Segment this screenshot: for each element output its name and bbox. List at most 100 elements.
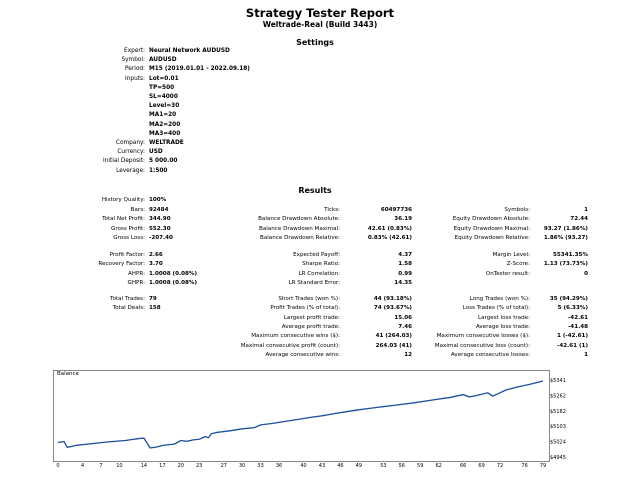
settings-value: USD	[149, 149, 163, 156]
result-value: 4.37	[398, 252, 412, 258]
result-value: 1	[584, 351, 588, 358]
settings-row: MA2=200	[0, 121, 640, 130]
result-label: Recovery Factor:	[98, 261, 145, 268]
settings-key: Expert:	[124, 48, 145, 54]
result-label: Average consecutive wins:	[265, 351, 340, 358]
y-tick-label: $5024	[550, 440, 566, 446]
history-quality-value: 100%	[149, 197, 167, 203]
settings-value: Neural Network AUDUSD	[149, 48, 230, 54]
result-label: Profit Factor:	[109, 252, 145, 258]
settings-heading: Settings	[296, 38, 334, 47]
history-quality-label: History Quality:	[101, 197, 145, 203]
result-label: Ticks:	[324, 207, 340, 213]
result-value: 1	[584, 207, 588, 213]
settings-row: Level=30	[0, 102, 640, 111]
result-label: Loss Trades (% of total):	[462, 305, 530, 312]
result-value: 60497736	[380, 207, 412, 213]
settings-key: Inputs:	[125, 75, 145, 82]
result-value: 0.99	[398, 270, 412, 277]
result-value: 1.86% (93.27)	[543, 234, 588, 241]
settings-row: Currency: USD	[0, 148, 640, 157]
result-label: Symbols:	[504, 207, 530, 213]
x-tick-label: 49	[356, 463, 362, 469]
result-label: Average loss trade:	[475, 323, 530, 330]
result-label: Total Deals:	[112, 305, 145, 312]
chart-title: Balance	[57, 371, 79, 377]
balance-chart-frame	[53, 370, 550, 462]
result-label: Short Trades (won %):	[278, 296, 340, 302]
result-label: OnTester result:	[485, 270, 530, 277]
x-tick-label: 43	[319, 463, 325, 469]
x-tick-label: 20	[178, 463, 184, 469]
result-value: 264.03 (41)	[375, 342, 412, 349]
result-label: AHPR:	[127, 270, 145, 277]
settings-key: Period:	[124, 66, 145, 73]
result-label: LR Correlation:	[298, 270, 340, 277]
settings-row: MA1=20	[0, 111, 640, 120]
settings-row: Expert: Neural Network AUDUSD	[0, 47, 640, 56]
x-tick-label: 76	[521, 463, 527, 469]
result-value: 1.58	[398, 261, 412, 268]
y-tick-label: $5262	[550, 393, 566, 399]
result-label: Z-Score:	[506, 261, 530, 268]
x-tick-label: 46	[337, 463, 343, 469]
x-tick-label: 36	[276, 463, 282, 469]
report-subtitle: Weltrade-Real (Build 3443)	[262, 20, 378, 29]
result-value: 41 (264.03)	[375, 333, 412, 340]
x-tick-label: 23	[196, 463, 202, 469]
x-tick-label: 79	[540, 463, 546, 469]
result-label: Long Trades (won %):	[469, 296, 530, 302]
result-value: 72.44	[570, 216, 588, 223]
result-label: Gross Loss:	[113, 234, 145, 241]
results-heading: Results	[298, 186, 332, 195]
settings-value: SL=4000	[149, 94, 178, 100]
x-tick-label: 10	[116, 463, 122, 469]
settings-value: WELTRADE	[149, 140, 184, 146]
settings-value: M15 (2019.01.01 - 2022.09.18)	[149, 66, 250, 73]
result-label: Equity Drawdown Maximal:	[453, 225, 530, 232]
result-value: 79	[149, 296, 157, 302]
y-tick-label: $5103	[550, 424, 566, 430]
result-label: Maximal consecutive loss (count):	[434, 342, 530, 349]
settings-row: SL=4000	[0, 93, 640, 102]
result-value: 5 (6.33%)	[557, 305, 588, 312]
settings-value: 1:500	[149, 167, 168, 174]
result-value: 93.27 (1.86%)	[543, 225, 588, 232]
result-value: 92484	[149, 207, 169, 213]
x-tick-label: 17	[159, 463, 165, 469]
settings-key: Currency:	[117, 149, 145, 156]
y-tick-label: $5341	[550, 378, 566, 384]
report-title: Strategy Tester Report	[245, 6, 395, 20]
result-value: 3.70	[149, 261, 163, 268]
settings-value: MA3=400	[149, 130, 181, 137]
result-label: Bars:	[130, 207, 145, 213]
result-value: 36.19	[394, 216, 412, 223]
settings-key: Initial Deposit:	[103, 158, 145, 165]
x-tick-label: 69	[478, 463, 484, 469]
result-value: 55341.35%	[553, 252, 588, 258]
result-label: Balance Drawdown Relative:	[259, 234, 340, 241]
result-label: GHPR:	[127, 279, 145, 286]
result-value: 0	[584, 270, 588, 277]
x-tick-label: 59	[417, 463, 423, 469]
result-value: 44 (93.18%)	[373, 296, 412, 302]
result-label: Total Trades:	[110, 296, 145, 302]
y-tick-label: $4945	[550, 455, 566, 461]
settings-value: MA1=20	[149, 112, 177, 119]
result-value: 158	[149, 305, 161, 312]
result-label: Average consecutive losses:	[450, 351, 530, 358]
x-tick-label: 27	[221, 463, 227, 469]
result-value: 1.0008 (0.08%)	[149, 279, 198, 286]
x-tick-label: 56	[399, 463, 405, 469]
result-value: 1.0008 (0.08%)	[149, 270, 198, 277]
result-value: 12	[404, 351, 412, 358]
x-tick-label: 72	[497, 463, 503, 469]
x-tick-label: 7	[99, 463, 102, 469]
x-tick-label: 40	[300, 463, 306, 469]
settings-key: Leverage:	[116, 167, 145, 174]
settings-row: Period: M15 (2019.01.01 - 2022.09.18)	[0, 65, 640, 74]
settings-row: TP=500	[0, 84, 640, 93]
x-tick-label: 14	[141, 463, 147, 469]
settings-value: Lot=0.01	[149, 75, 179, 82]
result-label: Expected Payoff:	[293, 252, 340, 258]
